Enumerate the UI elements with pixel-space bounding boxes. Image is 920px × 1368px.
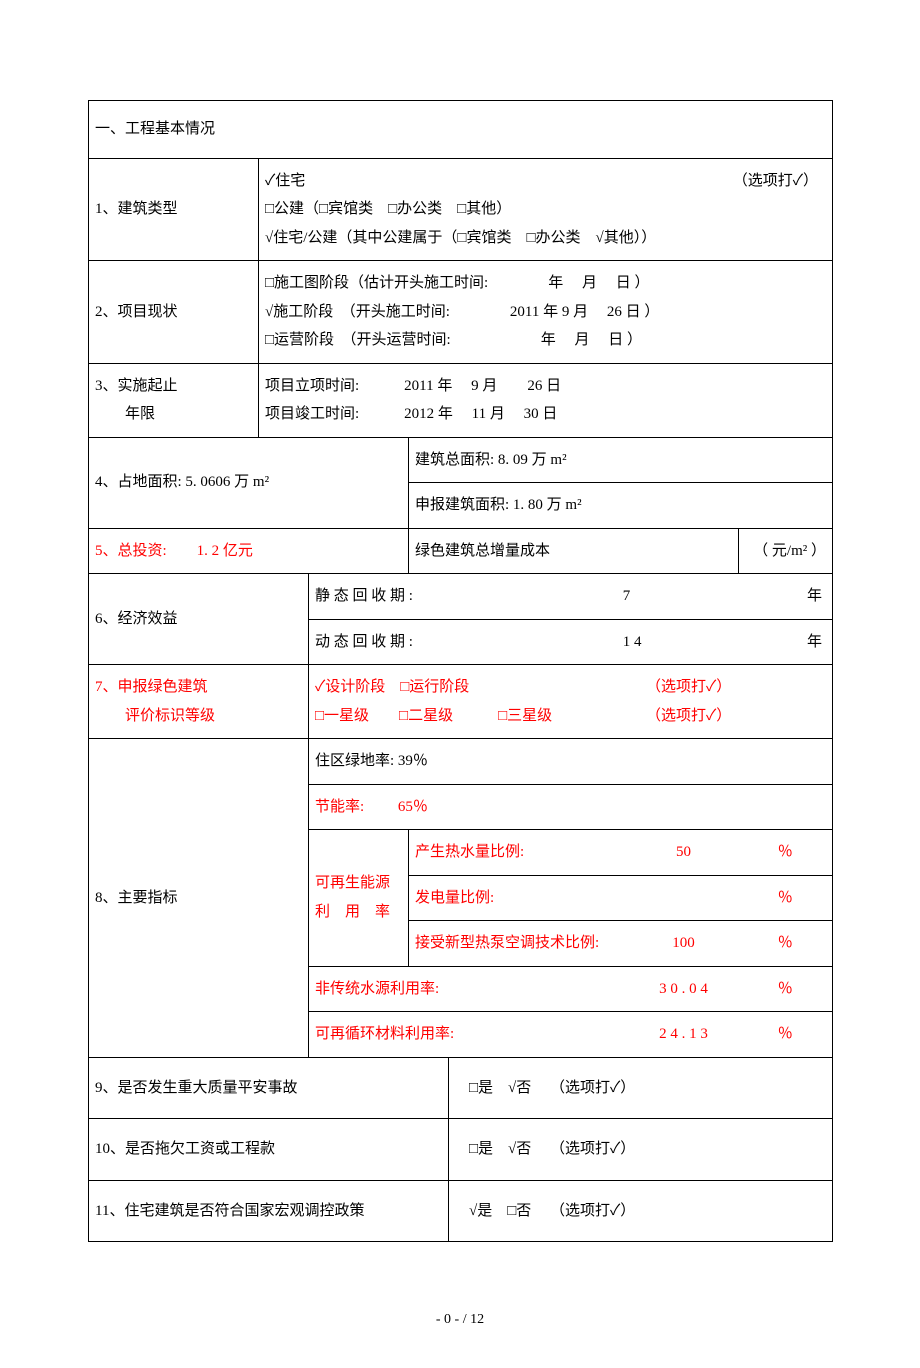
bt-line1b: （选项打✓）: [733, 167, 826, 196]
label-accident: 9、是否发生重大质量平安事故: [89, 1057, 449, 1119]
dynamic-unit: 年: [807, 628, 826, 657]
value-energy-rate: 节能率: 65％: [309, 784, 833, 830]
val-elec: [629, 875, 739, 921]
bt-line3: √住宅/公建（其中公建属于（□宾馆类 □办公类 √其他））: [265, 224, 826, 253]
static-label: 静 态 回 收 期 :: [315, 588, 413, 604]
value-policy: √是 □否 （选项打✓）: [449, 1180, 833, 1242]
label-policy: 11、住宅建筑是否符合国家宏观调控政策: [89, 1180, 449, 1242]
static-val: 7: [623, 582, 631, 611]
label-land-area: 4、占地面积: 5. 0606 万 m²: [89, 437, 409, 528]
val-recycle: 2 4 . 1 3: [629, 1012, 739, 1058]
label-project-status: 2、项目现状: [89, 261, 259, 364]
val-heat-pump: 100: [629, 921, 739, 967]
value-building-type: ✓住宅 （选项打✓） □公建（□宾馆类 □办公类 □其他） √住宅/公建（其中公…: [259, 158, 833, 261]
row-policy: 11、住宅建筑是否符合国家宏观调控政策 √是 □否 （选项打✓）: [89, 1180, 833, 1242]
impl-line2: 项目竣工时间: 2012 年 11 月 30 日: [265, 400, 826, 429]
label-arrears: 10、是否拖欠工资或工程款: [89, 1119, 449, 1181]
label-building-type: 1、建筑类型: [89, 158, 259, 261]
renew-a: 可再生能源: [315, 869, 402, 898]
impl-label-b: 年限: [95, 400, 252, 429]
val-nontrad: 3 0 . 0 4: [629, 966, 739, 1012]
row-investment: 5、总投资: 1. 2 亿元 绿色建筑总增量成本 （ 元/m² ）: [89, 528, 833, 574]
label-elec: 发电量比例:: [409, 875, 629, 921]
dynamic-val: 1 4: [623, 628, 642, 657]
impl-line1: 项目立项时间: 2011 年 9 月 26 日: [265, 372, 826, 401]
unit-nontrad: ％: [739, 966, 833, 1012]
label-investment: 5、总投资: 1. 2 亿元: [89, 528, 409, 574]
value-green-cert: ✓设计阶段 □运行阶段 （选项打✓） □一星级 □二星级 □三星级 （选项打✓）: [309, 665, 833, 739]
value-accident: □是 √否 （选项打✓）: [449, 1057, 833, 1119]
gc-line1b: （选项打✓）: [646, 673, 826, 702]
unit-elec: ％: [739, 875, 833, 921]
value-green-rate: 住区绿地率: 39％: [309, 739, 833, 785]
ps-line2: √施工阶段 （开头施工时间: 2011 年 9 月 26 日 ）: [265, 298, 826, 327]
row-arrears: 10、是否拖欠工资或工程款 □是 √否 （选项打✓）: [89, 1119, 833, 1181]
row-impl-period: 3、实施起止 年限 项目立项时间: 2011 年 9 月 26 日 项目竣工时间…: [89, 363, 833, 437]
gc-line1a: ✓设计阶段 □运行阶段: [315, 673, 646, 702]
bt-line2: □公建（□宾馆类 □办公类 □其他）: [265, 195, 826, 224]
static-unit: 年: [807, 582, 826, 611]
renew-b: 利 用 率: [315, 898, 402, 927]
page-container: 一、工程基本情况 1、建筑类型 ✓住宅 （选项打✓） □公建（□宾馆类 □办公类…: [0, 0, 920, 1368]
gc-label-a: 7、申报绿色建筑: [95, 673, 302, 702]
label-main-indicators: 8、主要指标: [89, 739, 309, 1058]
unit-green-cost: （ 元/m² ）: [739, 528, 833, 574]
val-hot-water: 50: [629, 830, 739, 876]
econ-dynamic: 动 态 回 收 期 : 1 4 年: [309, 619, 833, 665]
label-green-cert: 7、申报绿色建筑 评价标识等级: [89, 665, 309, 739]
label-recycle: 可再循环材料利用率:: [309, 1012, 629, 1058]
label-nontrad: 非传统水源利用率:: [309, 966, 629, 1012]
label-impl-period: 3、实施起止 年限: [89, 363, 259, 437]
value-total-area: 建筑总面积: 8. 09 万 m²: [409, 437, 833, 483]
section-title-row: 一、工程基本情况: [89, 101, 833, 159]
row-green-cert: 7、申报绿色建筑 评价标识等级 ✓设计阶段 □运行阶段 （选项打✓） □一星级 …: [89, 665, 833, 739]
ps-line3: □运营阶段 （开头运营时间: 年 月 日 ）: [265, 326, 826, 355]
label-green-cost: 绿色建筑总增量成本: [409, 528, 739, 574]
value-declare-area: 申报建筑面积: 1. 80 万 m²: [409, 483, 833, 529]
unit-heat-pump: ％: [739, 921, 833, 967]
ps-line1: □施工图阶段（估计开头施工时间: 年 月 日 ）: [265, 269, 826, 298]
row-building-type: 1、建筑类型 ✓住宅 （选项打✓） □公建（□宾馆类 □办公类 □其他） √住宅…: [89, 158, 833, 261]
gc-line2b: （选项打✓）: [646, 702, 826, 731]
impl-label-a: 3、实施起止: [95, 372, 252, 401]
label-heat-pump: 接受新型热泵空调技术比例:: [409, 921, 629, 967]
value-arrears: □是 √否 （选项打✓）: [449, 1119, 833, 1181]
value-impl-period: 项目立项时间: 2011 年 9 月 26 日 项目竣工时间: 2012 年 1…: [259, 363, 833, 437]
bt-line1a: ✓住宅: [265, 167, 305, 196]
form-table: 一、工程基本情况 1、建筑类型 ✓住宅 （选项打✓） □公建（□宾馆类 □办公类…: [88, 100, 833, 1242]
row-econ-a: 6、经济效益 静 态 回 收 期 : 7 年: [89, 574, 833, 620]
section-title: 一、工程基本情况: [89, 101, 833, 159]
label-renewable: 可再生能源 利 用 率: [309, 830, 409, 967]
unit-recycle: ％: [739, 1012, 833, 1058]
gc-line2a: □一星级 □二星级 □三星级: [315, 702, 646, 731]
dynamic-label: 动 态 回 收 期 :: [315, 634, 413, 650]
row-green-rate: 8、主要指标 住区绿地率: 39％: [89, 739, 833, 785]
label-econ: 6、经济效益: [89, 574, 309, 665]
page-footer: - 0 - / 12: [88, 1312, 832, 1328]
value-project-status: □施工图阶段（估计开头施工时间: 年 月 日 ） √施工阶段 （开头施工时间: …: [259, 261, 833, 364]
row-accident: 9、是否发生重大质量平安事故 □是 √否 （选项打✓）: [89, 1057, 833, 1119]
label-hot-water: 产生热水量比例:: [409, 830, 629, 876]
econ-static: 静 态 回 收 期 : 7 年: [309, 574, 833, 620]
row-project-status: 2、项目现状 □施工图阶段（估计开头施工时间: 年 月 日 ） √施工阶段 （开…: [89, 261, 833, 364]
row-land-area-a: 4、占地面积: 5. 0606 万 m² 建筑总面积: 8. 09 万 m²: [89, 437, 833, 483]
gc-label-b: 评价标识等级: [95, 702, 302, 731]
unit-hot-water: ％: [739, 830, 833, 876]
